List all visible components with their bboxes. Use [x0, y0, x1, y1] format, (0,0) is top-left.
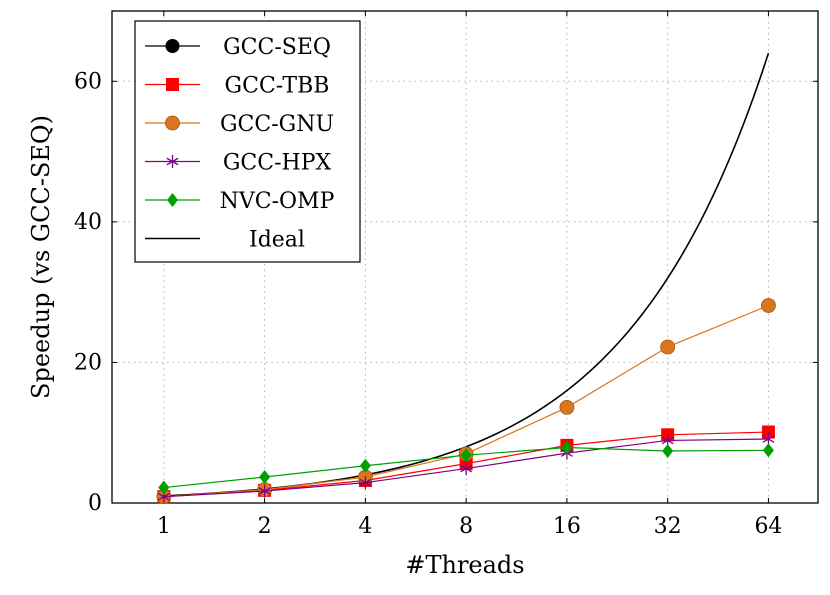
plot-frame — [111, 10, 819, 504]
x-tick-label: 4 — [358, 514, 372, 539]
legend-marker — [166, 78, 179, 91]
x-tick-label: 2 — [258, 514, 272, 539]
legend-entry-gcc-gnu: GCC-GNU — [145, 112, 334, 137]
legend-label: GCC-HPX — [223, 151, 332, 176]
legend-marker — [167, 193, 178, 207]
legend-box — [134, 20, 361, 263]
y-tick-label: 0 — [88, 491, 102, 516]
legend: GCC-SEQ GCC-TBB GCC-GNU GCC-HPX NVC-OMP Ideal — [134, 20, 361, 263]
data-point-gcc-tbb — [761, 425, 775, 439]
y-tick-label: 20 — [74, 350, 102, 375]
y-axis-title: Speedup (vs GCC-SEQ) — [27, 115, 55, 399]
legend-marker — [165, 39, 180, 53]
data-point-nvc-omp — [561, 440, 573, 455]
x-tick-label: 1 — [157, 514, 171, 539]
data-point-gcc-hpx — [460, 462, 473, 476]
axes: 1 2 4 8 16 32 64 0 20 40 60 — [74, 10, 819, 539]
legend-entry-gcc-tbb: GCC-TBB — [145, 74, 329, 99]
legend-label: GCC-TBB — [225, 74, 330, 99]
data-point-gcc-gnu — [559, 400, 575, 415]
data-point-nvc-omp — [662, 443, 674, 458]
legend-entry-nvc-omp: NVC-OMP — [145, 189, 335, 214]
data-point-nvc-omp — [762, 443, 774, 458]
legend-label: GCC-SEQ — [223, 35, 331, 60]
data-point-nvc-omp — [259, 469, 271, 484]
x-tick-label: 64 — [754, 514, 782, 539]
series-gcc-hpx — [157, 432, 775, 504]
data-point-gcc-gnu — [761, 298, 776, 313]
legend-entry-ideal: Ideal — [145, 228, 305, 253]
data-point-gcc-hpx — [359, 476, 372, 490]
x-tick-label: 16 — [553, 514, 581, 539]
series — [156, 52, 776, 505]
x-tick-label: 8 — [459, 514, 473, 539]
data-point-gcc-hpx — [258, 484, 271, 498]
y-tick-label: 40 — [74, 210, 102, 235]
data-point-nvc-omp — [359, 458, 371, 473]
data-point-nvc-omp — [460, 448, 472, 463]
legend-entry-gcc-seq: GCC-SEQ — [145, 35, 331, 60]
legend-marker — [166, 155, 179, 168]
data-point-gcc-gnu — [660, 339, 676, 355]
x-tick-label: 32 — [654, 514, 682, 539]
y-tick-label: 60 — [74, 69, 102, 94]
legend-label: GCC-GNU — [220, 112, 334, 137]
legend-entry-gcc-hpx: GCC-HPX — [145, 151, 331, 176]
x-axis-title: #Threads — [405, 551, 524, 579]
data-point-nvc-omp — [158, 480, 170, 495]
series-nvc-omp — [158, 440, 774, 495]
legend-label: NVC-OMP — [220, 189, 335, 214]
legend-label: Ideal — [249, 228, 305, 253]
legend-marker — [165, 115, 180, 131]
